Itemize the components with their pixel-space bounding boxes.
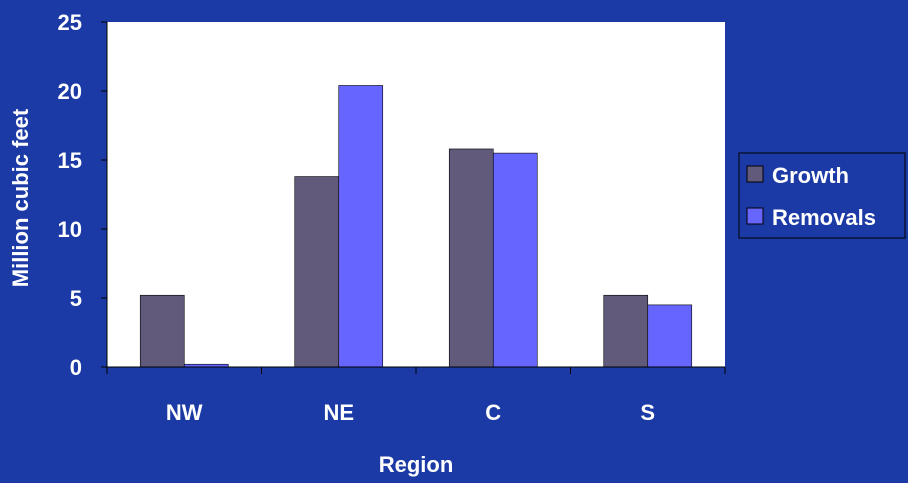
legend-label-growth: Growth <box>772 163 849 188</box>
legend-box <box>738 152 906 239</box>
bar-removals-s <box>647 304 693 368</box>
bar-growth-ne <box>294 176 340 368</box>
bar-growth-s <box>603 294 649 368</box>
y-tick-labels: 0 5 10 15 20 25 <box>58 10 82 380</box>
y-tick-label: 0 <box>70 355 82 380</box>
bar-growth-nw <box>139 294 185 368</box>
x-tick-label-s: S <box>640 400 655 425</box>
y-axis-title: Million cubic feet <box>8 108 33 287</box>
bars-group <box>139 85 693 368</box>
bar-growth-c <box>448 148 494 368</box>
x-axis-title: Region <box>379 452 454 477</box>
x-tick-label-ne: NE <box>323 400 354 425</box>
axes-group <box>101 21 726 374</box>
legend-swatch-removals <box>746 207 764 225</box>
x-tick-label-c: C <box>485 400 501 425</box>
bar-removals-ne <box>338 85 384 368</box>
y-tick-label: 25 <box>58 10 82 35</box>
bar-removals-c <box>492 152 538 368</box>
y-tick-label: 5 <box>70 286 82 311</box>
y-tick-label: 10 <box>58 217 82 242</box>
legend-label-removals: Removals <box>772 205 876 230</box>
x-tick-labels: NW NE C S <box>166 400 655 425</box>
x-tick-label-nw: NW <box>166 400 203 425</box>
y-tick-label: 20 <box>58 79 82 104</box>
y-tick-label: 15 <box>58 148 82 173</box>
legend-swatch-growth <box>746 165 764 183</box>
legend: Growth Removals <box>738 152 906 239</box>
